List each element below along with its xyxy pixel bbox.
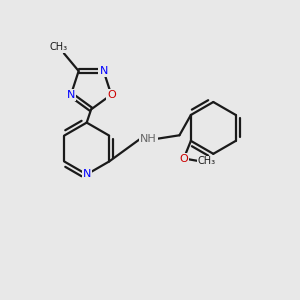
Text: CH₃: CH₃ <box>198 157 216 166</box>
Text: CH₃: CH₃ <box>50 42 68 52</box>
Text: O: O <box>107 90 116 100</box>
Text: O: O <box>179 154 188 164</box>
Text: NH: NH <box>140 134 157 144</box>
Text: N: N <box>67 90 75 100</box>
Text: N: N <box>99 66 108 76</box>
Text: N: N <box>82 169 91 179</box>
